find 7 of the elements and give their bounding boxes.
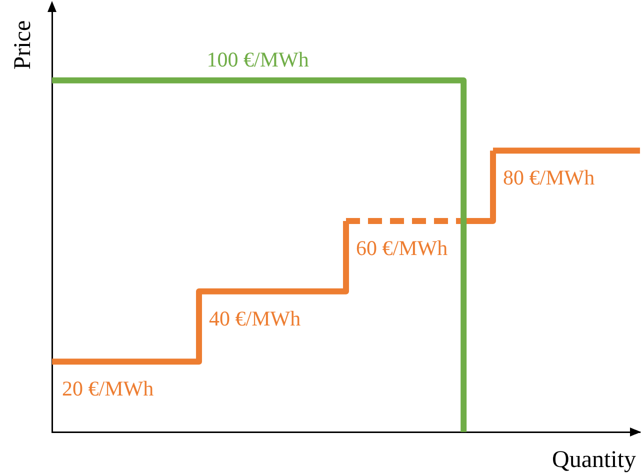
data-label: 80 €/MWh (503, 166, 596, 190)
data-label: 40 €/MWh (209, 306, 302, 330)
y-axis-title: Price (10, 20, 36, 70)
data-label: 20 €/MWh (62, 376, 154, 401)
data-label: 100 €/MWh (206, 47, 310, 72)
x-axis-title: Quantity (552, 447, 636, 473)
data-label: 60 €/MWh (356, 236, 448, 260)
